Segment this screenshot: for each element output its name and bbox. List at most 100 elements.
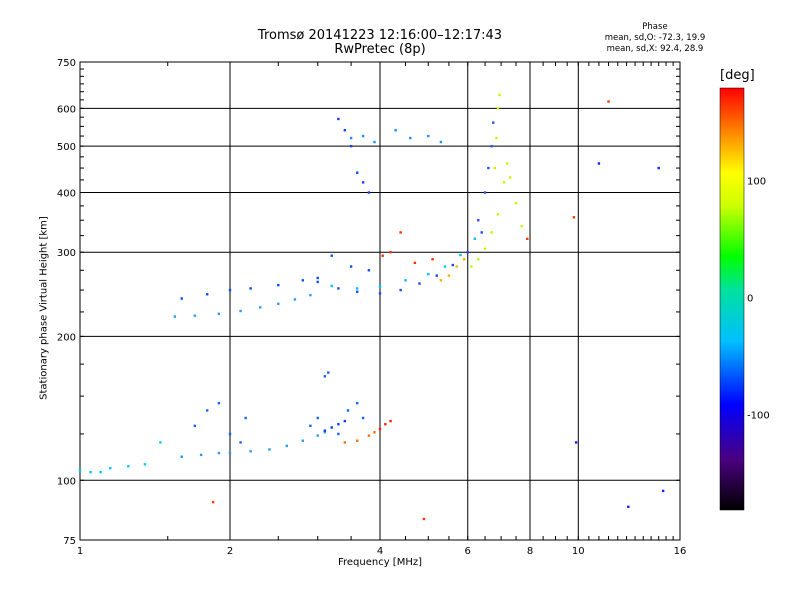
- data-point: [343, 419, 347, 423]
- data-point: [327, 371, 330, 374]
- data-point: [477, 219, 480, 222]
- x-tick-label: 16: [674, 546, 687, 557]
- data-point: [490, 144, 493, 148]
- data-point: [378, 292, 382, 295]
- colorbar-tick-label: 100: [747, 176, 767, 188]
- data-point: [447, 274, 451, 277]
- axis-ticks: 1 2 4 6 8 10 16 75 100 200 300 400 500 600 750: [57, 58, 686, 557]
- scatter-points: [78, 93, 665, 521]
- data-point: [217, 312, 221, 315]
- data-point: [309, 293, 312, 297]
- data-point: [337, 423, 340, 426]
- data-point: [337, 117, 340, 121]
- data-point: [439, 140, 443, 144]
- data-point: [228, 288, 232, 292]
- colorbar-tick-label: 0: [747, 293, 754, 305]
- phase-colorbar: [719, 87, 745, 511]
- phase-title: Phase: [642, 22, 668, 32]
- data-point: [309, 424, 312, 428]
- data-point: [431, 258, 434, 261]
- data-point: [277, 302, 280, 305]
- data-point: [373, 431, 376, 434]
- data-point: [427, 134, 430, 138]
- data-point: [399, 231, 402, 234]
- data-point: [384, 423, 387, 426]
- data-point: [487, 166, 490, 170]
- data-point: [173, 315, 177, 318]
- data-point: [520, 225, 523, 228]
- data-point: [495, 136, 498, 140]
- chart-subtitle: RwPretec (8p): [334, 42, 426, 57]
- data-point: [193, 314, 197, 317]
- x-tick-label: 6: [465, 546, 471, 557]
- data-point: [259, 306, 262, 309]
- colorbar-tick-label: -100: [747, 410, 770, 422]
- data-point: [109, 466, 112, 470]
- data-point: [661, 489, 665, 493]
- data-point: [427, 272, 430, 276]
- data-point: [459, 253, 462, 257]
- data-point: [355, 290, 359, 293]
- data-point: [496, 107, 500, 110]
- data-point: [316, 416, 319, 420]
- chart-title: Tromsø 20141223 12:16:00–12:17:43: [257, 28, 503, 43]
- data-point: [607, 100, 610, 103]
- data-point: [205, 293, 209, 296]
- data-point: [389, 251, 392, 254]
- data-point: [343, 441, 347, 444]
- data-point: [355, 171, 359, 174]
- data-point: [277, 283, 280, 287]
- data-point: [355, 439, 359, 442]
- data-point: [490, 231, 493, 234]
- data-point: [330, 284, 333, 288]
- data-point: [323, 375, 327, 378]
- gridlines: [80, 62, 680, 540]
- data-point: [409, 136, 412, 140]
- data-point: [399, 288, 402, 292]
- data-point: [498, 93, 501, 97]
- data-point: [199, 453, 203, 457]
- data-point: [492, 121, 495, 124]
- data-point: [268, 448, 271, 451]
- data-point: [217, 401, 221, 405]
- data-point: [378, 427, 382, 431]
- data-point: [323, 429, 327, 432]
- data-point: [127, 465, 130, 468]
- data-point: [337, 287, 340, 290]
- data-point: [205, 409, 209, 412]
- data-point: [330, 426, 333, 429]
- data-point: [439, 279, 443, 282]
- data-point: [502, 181, 506, 184]
- y-tick-label: 200: [57, 332, 76, 343]
- data-point: [193, 424, 197, 428]
- x-tick-label: 4: [377, 546, 383, 557]
- data-point: [330, 254, 333, 257]
- y-axis-label: Stationary phase Virtual Height [km]: [38, 216, 50, 400]
- data-point: [435, 274, 438, 277]
- data-point: [361, 134, 365, 138]
- y-tick-label: 600: [57, 104, 76, 115]
- data-point: [349, 265, 353, 268]
- y-tick-label: 400: [57, 188, 76, 199]
- data-point: [373, 140, 376, 144]
- data-point: [367, 434, 371, 437]
- x-axis-label: Frequency [MHz]: [337, 557, 423, 568]
- data-point: [249, 450, 252, 453]
- y-tick-label: 100: [57, 476, 76, 487]
- data-point: [349, 144, 353, 148]
- data-point: [316, 276, 319, 280]
- data-point: [316, 280, 319, 284]
- data-point: [323, 431, 327, 434]
- data-point: [483, 247, 487, 250]
- data-point: [301, 279, 305, 282]
- data-point: [239, 441, 242, 444]
- data-point: [349, 136, 353, 140]
- data-point: [367, 269, 371, 272]
- data-point: [367, 191, 371, 194]
- data-point: [378, 285, 382, 288]
- data-point: [301, 439, 305, 442]
- data-point: [470, 265, 473, 268]
- y-tick-label: 500: [57, 142, 76, 153]
- y-tick-label: 750: [57, 58, 76, 69]
